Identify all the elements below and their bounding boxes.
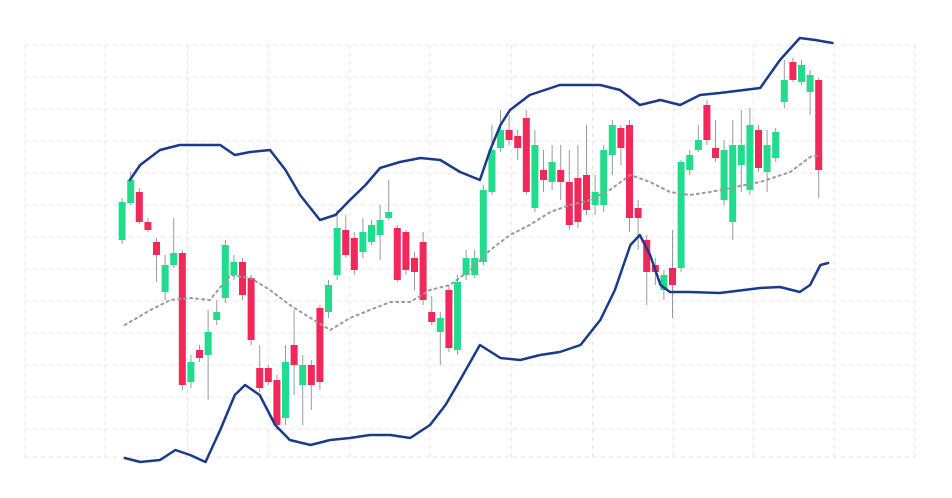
candle-body	[643, 240, 651, 272]
candle-body	[703, 105, 711, 140]
candle-body	[325, 285, 333, 312]
candle-body	[677, 162, 685, 268]
candle-body	[256, 368, 264, 388]
candle-body	[428, 312, 436, 322]
candle-body	[153, 242, 161, 255]
candle-body	[479, 190, 487, 262]
candle-body	[634, 208, 642, 218]
candle-body	[376, 220, 384, 235]
candle-body	[385, 212, 393, 218]
candle-body	[540, 170, 548, 180]
candle-body	[402, 232, 410, 270]
candle-body	[746, 125, 754, 190]
candle-body	[221, 245, 229, 298]
candle-body	[548, 162, 556, 182]
candle-body	[720, 150, 728, 200]
candle-body	[669, 268, 677, 285]
band-line	[123, 233, 830, 464]
candle-body	[273, 380, 281, 425]
candle-body	[411, 258, 419, 272]
candle-body	[144, 222, 152, 230]
candle-body	[462, 258, 470, 275]
candle-body	[316, 308, 324, 382]
candle-body	[608, 125, 616, 155]
candle-body	[712, 148, 720, 158]
candle-body	[196, 350, 204, 358]
candle-body	[531, 145, 539, 208]
candle-body	[789, 62, 797, 80]
candle-body	[686, 155, 694, 170]
candle-body	[393, 228, 401, 280]
candle-body	[694, 140, 702, 150]
candle-body	[780, 80, 788, 102]
candle-body	[118, 202, 126, 240]
candle-body	[815, 80, 823, 170]
candle-body	[626, 125, 634, 218]
candle-body	[505, 130, 513, 140]
candle-body	[522, 118, 530, 192]
candle-body	[471, 258, 479, 275]
candle-body	[299, 365, 307, 385]
candle-body	[290, 345, 298, 365]
band-line	[128, 36, 834, 222]
candle-body	[755, 130, 763, 168]
candle-body	[282, 362, 290, 418]
candle-body	[806, 75, 814, 92]
candle-body	[213, 312, 221, 320]
candle-body	[170, 253, 178, 265]
candle-body	[574, 178, 582, 222]
candle-body	[342, 230, 350, 255]
candle-body	[135, 192, 143, 222]
candle-body	[333, 228, 341, 275]
candle-body	[763, 145, 771, 172]
candle-body	[127, 180, 135, 203]
candle-body	[557, 170, 565, 182]
candle-body	[660, 275, 668, 290]
candle-body	[368, 225, 376, 242]
band-line	[123, 154, 822, 331]
candle-body	[350, 238, 358, 270]
candle-body	[514, 136, 522, 148]
candle-body	[591, 192, 599, 205]
candle-body	[239, 262, 247, 295]
candle-body	[178, 253, 186, 385]
candle-body	[729, 145, 737, 222]
candle-body	[264, 368, 272, 382]
candle-body	[737, 145, 745, 165]
candle-body	[565, 182, 573, 225]
candle-body	[436, 318, 444, 332]
candle-body	[798, 65, 806, 82]
candle-body	[230, 262, 238, 275]
candle-body	[772, 132, 780, 158]
candle-body	[161, 265, 169, 292]
candle-body	[600, 150, 608, 205]
candle-body	[488, 150, 496, 192]
candle-body	[247, 278, 255, 340]
candle-body	[497, 130, 505, 148]
candle-body	[204, 332, 212, 355]
candle-body	[187, 362, 195, 382]
candle-body	[359, 232, 367, 252]
candle-body	[445, 290, 453, 348]
candle-body	[454, 282, 462, 350]
candle-body	[617, 128, 625, 148]
candle-body	[307, 365, 315, 385]
candle-body	[583, 175, 591, 210]
candle-body	[419, 242, 427, 300]
